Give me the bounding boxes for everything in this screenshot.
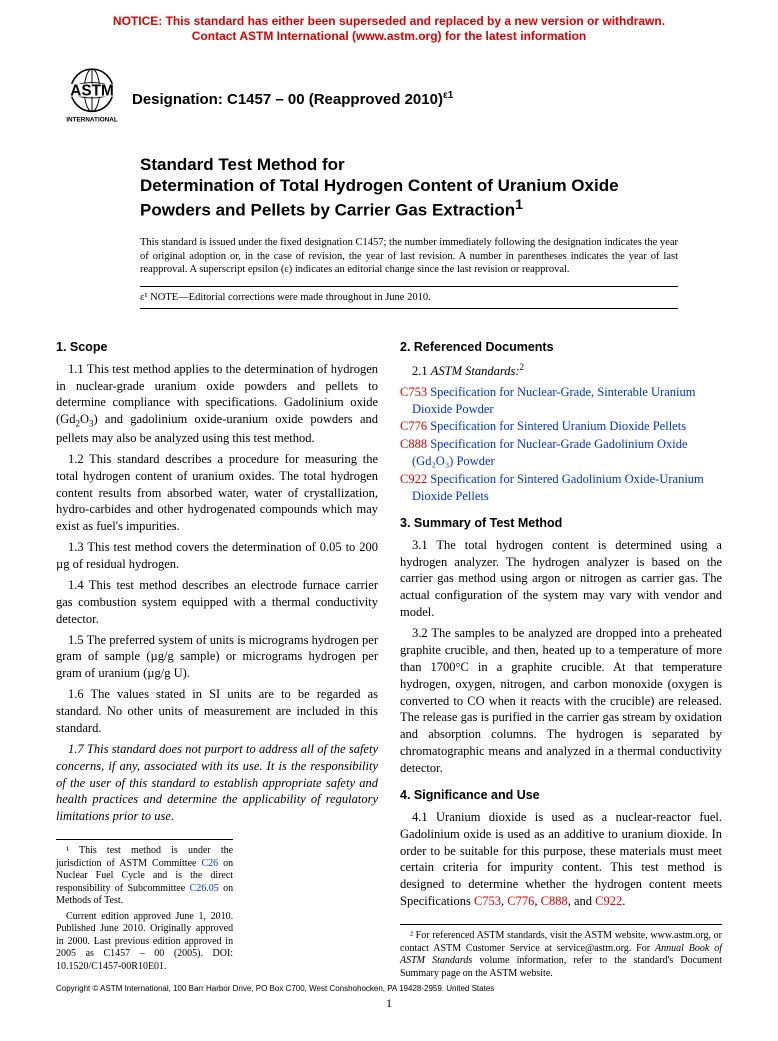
link-c26-05[interactable]: C26.05 (190, 883, 219, 894)
svg-text:ASTM: ASTM (70, 82, 114, 99)
page-number: 1 (0, 996, 778, 1011)
ref-c888[interactable]: C888 Specification for Nuclear-Grade Gad… (400, 436, 722, 470)
footnote-edition: Current edition approved June 1, 2010. P… (56, 911, 233, 974)
summary-head: 3. Summary of Test Method (400, 515, 722, 532)
scope-head: 1. Scope (56, 339, 378, 356)
designation: Designation: C1457 – 00 (Reapproved 2010… (132, 84, 453, 108)
para-1-4: 1.4 This test method describes an electr… (56, 577, 378, 628)
title-line3: Powders and Pellets by Carrier Gas Extra… (140, 197, 678, 221)
astm-logo: ASTM INTERNATIONAL (60, 66, 124, 126)
designation-epsilon: ε1 (443, 90, 453, 101)
body-columns: 1. Scope 1.1 This test method applies to… (0, 309, 778, 983)
para-3-1: 3.1 The total hydrogen content is determ… (400, 537, 722, 621)
para-1-6: 1.6 The values stated in SI units are to… (56, 686, 378, 737)
title-line1: Standard Test Method for (140, 154, 678, 175)
notice-line1: NOTICE: This standard has either been su… (113, 14, 665, 28)
notice-line2: Contact ASTM International (www.astm.org… (192, 29, 586, 43)
para-1-5: 1.5 The preferred system of units is mic… (56, 632, 378, 683)
title-block: Standard Test Method for Determination o… (0, 126, 778, 220)
para-3-2: 3.2 The samples to be analyzed are dropp… (400, 625, 722, 777)
para-1-2: 1.2 This standard describes a procedure … (56, 451, 378, 535)
refs-head: 2. Referenced Documents (400, 339, 722, 356)
footnote-2: ² For referenced ASTM standards, visit t… (400, 930, 722, 980)
para-2-1: 2.1 ASTM Standards:2 (400, 361, 722, 380)
para-4-1: 4.1 Uranium dioxide is used as a nuclear… (400, 809, 722, 910)
para-1-7: 1.7 This standard does not purport to ad… (56, 741, 378, 825)
right-column: 2. Referenced Documents 2.1 ASTM Standar… (400, 335, 722, 983)
footnote-1: ¹ This test method is under the jurisdic… (56, 845, 233, 908)
epsilon-note: ε¹ NOTE—Editorial corrections were made … (140, 286, 678, 309)
link-c26[interactable]: C26 (201, 858, 218, 869)
significance-head: 4. Significance and Use (400, 787, 722, 804)
link-spec-c888[interactable]: C888 (541, 894, 568, 908)
ref-c776[interactable]: C776 Specification for Sintered Uranium … (400, 418, 722, 435)
copyright: Copyright © ASTM International, 100 Barr… (56, 984, 494, 993)
footnotes-right: ² For referenced ASTM standards, visit t… (400, 924, 722, 980)
svg-text:INTERNATIONAL: INTERNATIONAL (66, 117, 118, 124)
designation-label: Designation: C1457 – 00 (Reapproved 2010… (132, 91, 443, 108)
link-spec-c922[interactable]: C922 (595, 894, 622, 908)
ref-c922[interactable]: C922 Specification for Sintered Gadolini… (400, 471, 722, 505)
link-spec-c753[interactable]: C753 (474, 894, 501, 908)
title-line2: Determination of Total Hydrogen Content … (140, 175, 678, 196)
footnotes-left: ¹ This test method is under the jurisdic… (56, 839, 233, 973)
left-column: 1. Scope 1.1 This test method applies to… (56, 335, 378, 983)
link-spec-c776[interactable]: C776 (507, 894, 534, 908)
header-row: ASTM INTERNATIONAL Designation: C1457 – … (0, 46, 778, 126)
ref-c753[interactable]: C753 Specification for Nuclear-Grade, Si… (400, 384, 722, 418)
para-1-3: 1.3 This test method covers the determin… (56, 539, 378, 573)
notice-banner: NOTICE: This standard has either been su… (0, 0, 778, 46)
para-1-1: 1.1 This test method applies to the dete… (56, 361, 378, 447)
issue-note: This standard is issued under the fixed … (0, 220, 778, 275)
